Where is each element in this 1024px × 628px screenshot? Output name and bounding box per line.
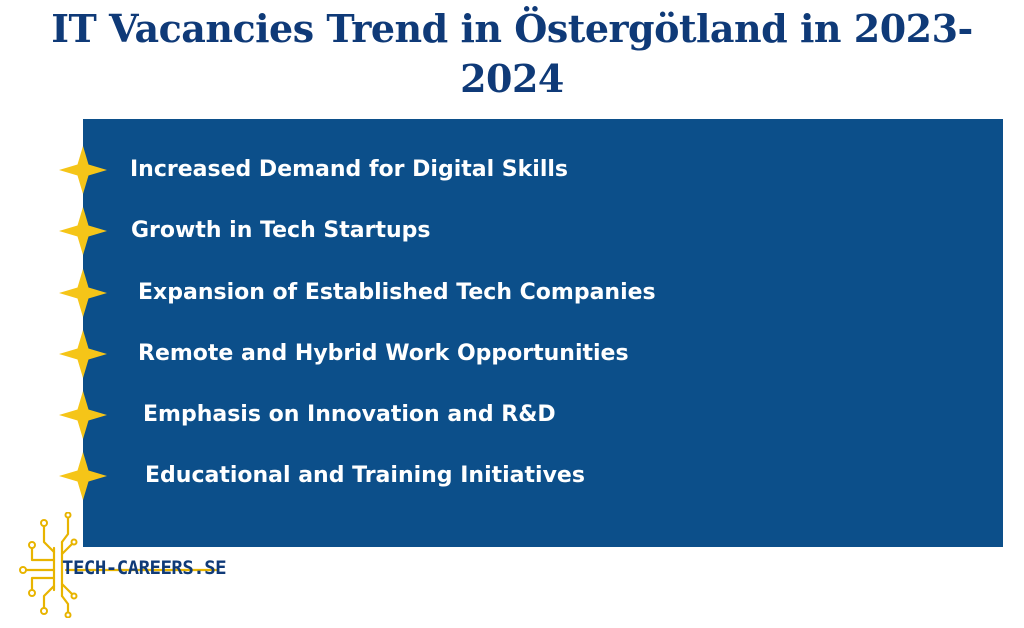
list-item: Emphasis on Innovation and R&D — [58, 390, 678, 440]
star-icon — [59, 207, 107, 255]
circuit-logo-icon — [19, 512, 220, 618]
list-item-label: Educational and Training Initiatives — [145, 463, 585, 488]
list-item-label: Increased Demand for Digital Skills — [130, 157, 568, 182]
star-icon — [59, 330, 107, 378]
list-item: Increased Demand for Digital Skills — [58, 145, 658, 195]
star-icon — [59, 391, 107, 439]
star-icon — [59, 146, 107, 194]
list-item-label: Expansion of Established Tech Companies — [138, 280, 656, 305]
content-panel — [83, 119, 1003, 547]
star-icon — [59, 452, 107, 500]
list-item: Growth in Tech Startups — [58, 206, 658, 256]
page-title: IT Vacancies Trend in Östergötland in 20… — [51, 6, 973, 101]
list-item-label: Emphasis on Innovation and R&D — [143, 402, 556, 427]
list-item-label: Growth in Tech Startups — [131, 218, 431, 243]
brand-name: TECH-CAREERS.SE — [62, 557, 227, 579]
star-icon — [59, 269, 107, 317]
list-item: Educational and Training Initiatives — [58, 451, 678, 501]
list-item: Expansion of Established Tech Companies — [58, 268, 758, 318]
list-item: Remote and Hybrid Work Opportunities — [58, 329, 738, 379]
list-item-label: Remote and Hybrid Work Opportunities — [138, 341, 629, 366]
